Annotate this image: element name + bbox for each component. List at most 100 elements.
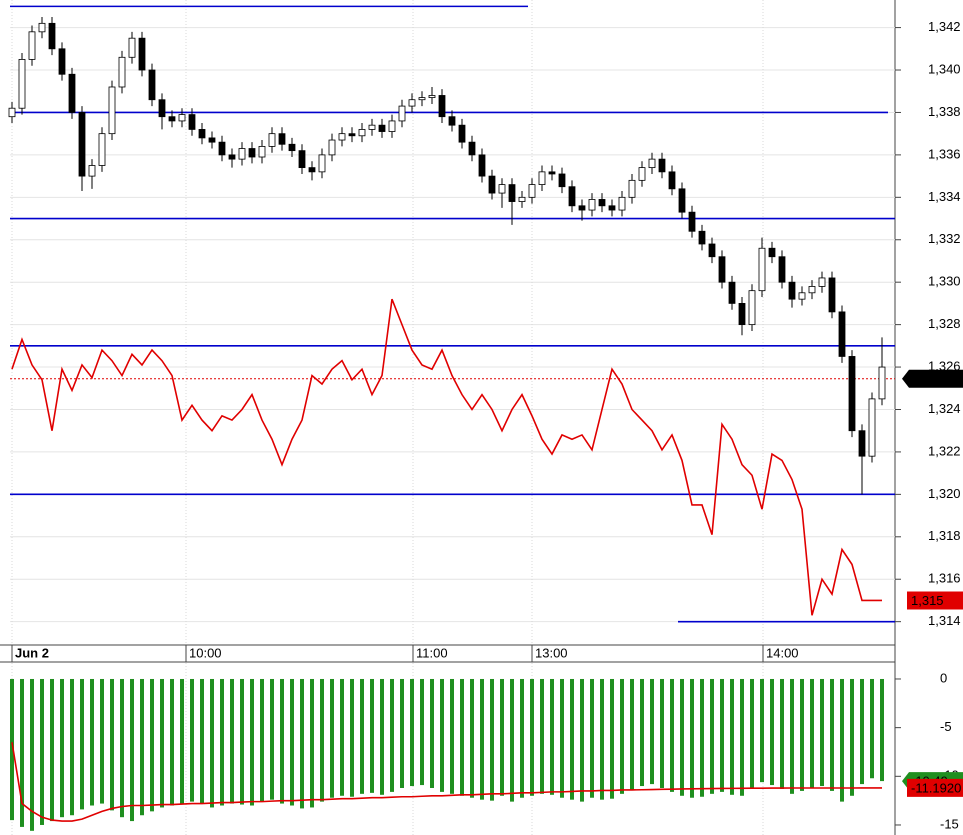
candle-body <box>78 112 86 177</box>
bar <box>770 678 774 786</box>
bar <box>330 678 334 798</box>
candle-body <box>388 120 396 132</box>
candle-body <box>758 247 766 292</box>
candle-body <box>478 154 486 177</box>
bar <box>840 678 844 802</box>
candle-body <box>108 86 116 135</box>
candle-body <box>548 171 556 175</box>
candle-body <box>768 247 776 258</box>
bar <box>270 678 274 800</box>
indicator-tag: -11.1920 <box>911 780 961 795</box>
x-tick-label: Jun 2 <box>15 645 49 660</box>
y-tick-label: 0 <box>940 670 947 685</box>
candle-body <box>268 133 276 147</box>
candle-body <box>608 205 616 211</box>
bar <box>160 678 164 808</box>
candle-body <box>368 124 376 130</box>
candle-body <box>208 137 216 143</box>
candle-body <box>138 37 146 71</box>
x-axis-band <box>0 645 963 660</box>
bar <box>480 678 484 800</box>
bar <box>790 678 794 794</box>
bar <box>860 678 864 785</box>
y-tick-label: -5 <box>940 719 952 734</box>
bar <box>450 678 454 794</box>
candle-body <box>588 199 596 211</box>
bar <box>130 678 134 822</box>
candle-body <box>818 277 826 287</box>
candle-body <box>498 184 506 194</box>
candle-body <box>438 95 446 118</box>
y-tick-label: 1,324 <box>928 401 961 416</box>
last-price-tag-box <box>902 369 963 388</box>
bar <box>300 678 304 809</box>
bar <box>460 678 464 796</box>
candle-body <box>428 95 436 98</box>
candle-body <box>178 114 186 122</box>
candle-body <box>878 366 886 400</box>
candle-body <box>18 59 26 109</box>
candle-body <box>518 196 526 202</box>
candle-body <box>468 141 476 156</box>
candle-body <box>218 141 226 156</box>
bar <box>880 678 884 782</box>
candle-body <box>778 256 786 283</box>
candle-body <box>868 398 876 457</box>
bar <box>500 678 504 796</box>
bar <box>590 678 594 798</box>
y-tick-label: 1,332 <box>928 231 961 246</box>
candle-body <box>628 179 636 198</box>
indicator-tag-box <box>907 778 963 797</box>
bar <box>650 678 654 785</box>
candle-body <box>658 158 666 173</box>
bar <box>110 678 114 811</box>
candle-body <box>668 171 676 190</box>
bar <box>40 678 44 825</box>
candle-body <box>168 116 176 122</box>
candle-body <box>288 143 296 152</box>
candle-body <box>278 133 286 145</box>
candle-body <box>838 311 846 357</box>
candle-body <box>128 37 136 58</box>
y-tick-label: 1,314 <box>928 613 961 628</box>
bar <box>680 678 684 796</box>
candle-body <box>648 158 656 169</box>
bar <box>120 678 124 818</box>
bar <box>810 678 814 788</box>
bar <box>100 678 104 804</box>
candle-body <box>38 22 46 33</box>
bar <box>540 678 544 794</box>
bar <box>630 678 634 790</box>
line-tag: 1,315 <box>911 593 944 608</box>
candle-body <box>488 175 496 194</box>
candle-body <box>148 69 156 101</box>
bar <box>490 678 494 801</box>
candle-body <box>578 205 586 211</box>
bar <box>340 678 344 796</box>
candle-body <box>28 31 36 60</box>
bar <box>260 678 264 802</box>
candle-body <box>808 286 816 294</box>
x-tick-label: 13:00 <box>535 645 568 660</box>
candle-body <box>408 99 416 107</box>
y-tick-label: 1,342 <box>928 19 961 34</box>
candle-body <box>238 148 246 160</box>
candle-body <box>328 139 336 156</box>
candle-body <box>318 154 326 173</box>
candle-body <box>728 281 736 304</box>
bar <box>200 678 204 804</box>
candle-body <box>448 116 456 126</box>
candle-body <box>598 199 606 207</box>
bar <box>30 678 34 831</box>
bar <box>240 678 244 805</box>
candle-body <box>58 48 66 75</box>
candle-body <box>358 129 366 137</box>
candle-body <box>198 129 206 139</box>
bar <box>550 678 554 795</box>
bar <box>760 678 764 783</box>
bar <box>140 678 144 816</box>
candle-body <box>558 173 566 188</box>
candle-body <box>618 196 626 211</box>
candle-body <box>858 430 866 457</box>
